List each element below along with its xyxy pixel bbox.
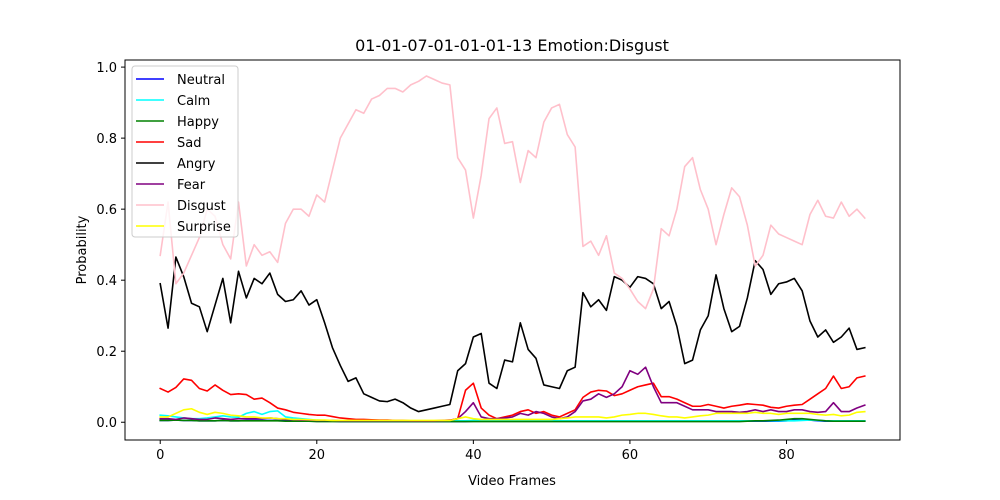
- legend-item-surprise: Surprise: [136, 220, 231, 235]
- legend-label: Surprise: [177, 220, 231, 235]
- series-line-surprise: [159, 407, 866, 422]
- x-axis: 0 20 40 60 80: [156, 440, 795, 463]
- legend-label: Disgust: [177, 199, 226, 214]
- x-tick-label: 0: [156, 448, 164, 463]
- legend-item-sad: Sad: [136, 136, 201, 151]
- legend-label: Calm: [177, 94, 210, 109]
- legend: Neutral Calm Happy Sad Angry Fear Disgust Surpr…: [131, 65, 239, 238]
- x-tick-label: 60: [622, 448, 639, 463]
- y-tick-label: 0.2: [96, 345, 117, 360]
- legend-label: Neutral: [177, 73, 225, 88]
- y-tick-label: 1.0: [96, 61, 117, 76]
- x-axis-label: Video Frames: [468, 474, 556, 489]
- legend-item-neutral: Neutral: [136, 73, 225, 88]
- series-line-disgust: [159, 75, 866, 310]
- x-tick-label: 40: [465, 448, 482, 463]
- plot-area: [124, 59, 901, 441]
- series-line-happy: [159, 417, 866, 423]
- legend-label: Happy: [177, 115, 219, 130]
- x-tick-label: 80: [778, 448, 795, 463]
- series-line-sad: [159, 375, 866, 422]
- axes-frame: [124, 59, 901, 441]
- legend-label: Sad: [177, 136, 201, 151]
- chart-title: 01-01-07-01-01-01-13 Emotion:Disgust: [355, 36, 669, 55]
- legend-label: Fear: [177, 178, 206, 193]
- legend-label: Angry: [177, 157, 216, 172]
- series-line-angry: [159, 256, 866, 413]
- y-tick-label: 0.4: [96, 274, 117, 289]
- y-tick-label: 0.0: [96, 416, 117, 431]
- x-tick-label: 20: [309, 448, 326, 463]
- legend-item-happy: Happy: [136, 115, 219, 130]
- legend-item-fear: Fear: [136, 178, 206, 193]
- legend-item-disgust: Disgust: [136, 199, 226, 214]
- y-tick-label: 0.6: [96, 203, 117, 218]
- series-layer: [159, 75, 866, 423]
- y-tick-label: 0.8: [96, 132, 117, 147]
- y-axis: 0.0 0.2 0.4 0.6 0.8 1.0: [96, 61, 125, 431]
- legend-item-angry: Angry: [136, 157, 216, 172]
- y-axis-label: Probability: [75, 215, 90, 284]
- legend-item-calm: Calm: [136, 94, 210, 109]
- legend-box: [131, 65, 239, 238]
